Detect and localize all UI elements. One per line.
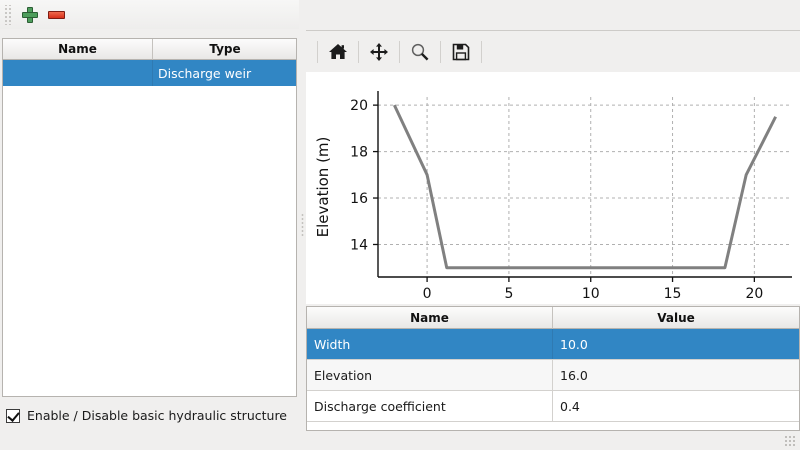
cell-type[interactable]: Discharge weir <box>153 60 296 86</box>
column-header-name[interactable]: Name <box>3 39 153 60</box>
splitter-grip-icon <box>301 213 304 237</box>
save-icon <box>452 43 470 60</box>
save-button[interactable] <box>444 35 478 69</box>
toolbar-separator <box>358 40 359 63</box>
y-tick-label: 18 <box>350 145 368 161</box>
pan-button[interactable] <box>362 35 396 69</box>
table-row[interactable]: Width 10.0 <box>307 329 799 360</box>
structures-table-header: Name Type <box>3 39 296 60</box>
param-name-discharge-coefficient[interactable]: Discharge coefficient <box>307 391 553 421</box>
table-row[interactable]: Discharge weir <box>3 60 296 86</box>
zoom-button[interactable] <box>403 35 437 69</box>
structures-table[interactable]: Name Type Discharge weir <box>2 38 297 397</box>
x-tick-label: 5 <box>504 286 513 302</box>
param-value-discharge-coefficient[interactable]: 0.4 <box>560 398 580 414</box>
resize-grip-icon[interactable] <box>784 435 797 448</box>
home-icon <box>329 43 347 59</box>
toolbar-separator <box>440 40 441 63</box>
move-icon <box>370 42 388 61</box>
add-structure-button[interactable] <box>17 3 43 27</box>
minus-icon <box>47 10 65 19</box>
y-axis-label: Elevation (m) <box>314 137 332 238</box>
x-tick-label: 15 <box>664 286 682 302</box>
structures-toolbar <box>0 0 299 29</box>
x-tick-label: 0 <box>423 286 432 302</box>
plus-icon <box>22 6 38 23</box>
toolbar-separator <box>399 40 400 63</box>
parameter-table[interactable]: Name Value Width 10.0 Elevation 16.0 Dis… <box>306 306 800 431</box>
param-column-header-value[interactable]: Value <box>553 307 799 329</box>
enable-structure-checkbox[interactable] <box>6 408 20 423</box>
param-column-header-name[interactable]: Name <box>307 307 553 329</box>
y-tick-label: 14 <box>350 237 368 253</box>
param-value-width[interactable]: 10.0 <box>553 329 799 359</box>
column-header-type[interactable]: Type <box>153 39 296 60</box>
table-row[interactable]: Elevation 16.0 <box>307 360 799 391</box>
param-name-elevation[interactable]: Elevation <box>307 360 553 390</box>
enable-structure-label: Enable / Disable basic hydraulic structu… <box>27 408 287 423</box>
panel-splitter[interactable] <box>299 0 306 450</box>
parameter-table-header: Name Value <box>307 307 799 329</box>
remove-structure-button[interactable] <box>43 3 69 27</box>
y-tick-label: 16 <box>350 191 368 207</box>
home-button[interactable] <box>321 35 355 69</box>
enable-structure-row[interactable]: Enable / Disable basic hydraulic structu… <box>6 408 287 423</box>
toolbar-drag-handle[interactable] <box>4 4 13 25</box>
param-value-elevation[interactable]: 16.0 <box>553 360 799 390</box>
toolbar-separator <box>317 40 318 63</box>
table-row[interactable]: Discharge coefficient 0.4 <box>307 391 799 422</box>
x-tick-label: 20 <box>745 286 763 302</box>
cell-name[interactable] <box>3 60 153 86</box>
series-line <box>393 104 777 270</box>
plot-navigation-toolbar <box>306 30 800 72</box>
toolbar-separator <box>481 40 482 63</box>
param-name-width[interactable]: Width <box>307 329 553 359</box>
y-tick-label: 20 <box>350 98 368 114</box>
x-tick-label: 10 <box>582 286 600 302</box>
magnifier-icon <box>411 43 429 60</box>
